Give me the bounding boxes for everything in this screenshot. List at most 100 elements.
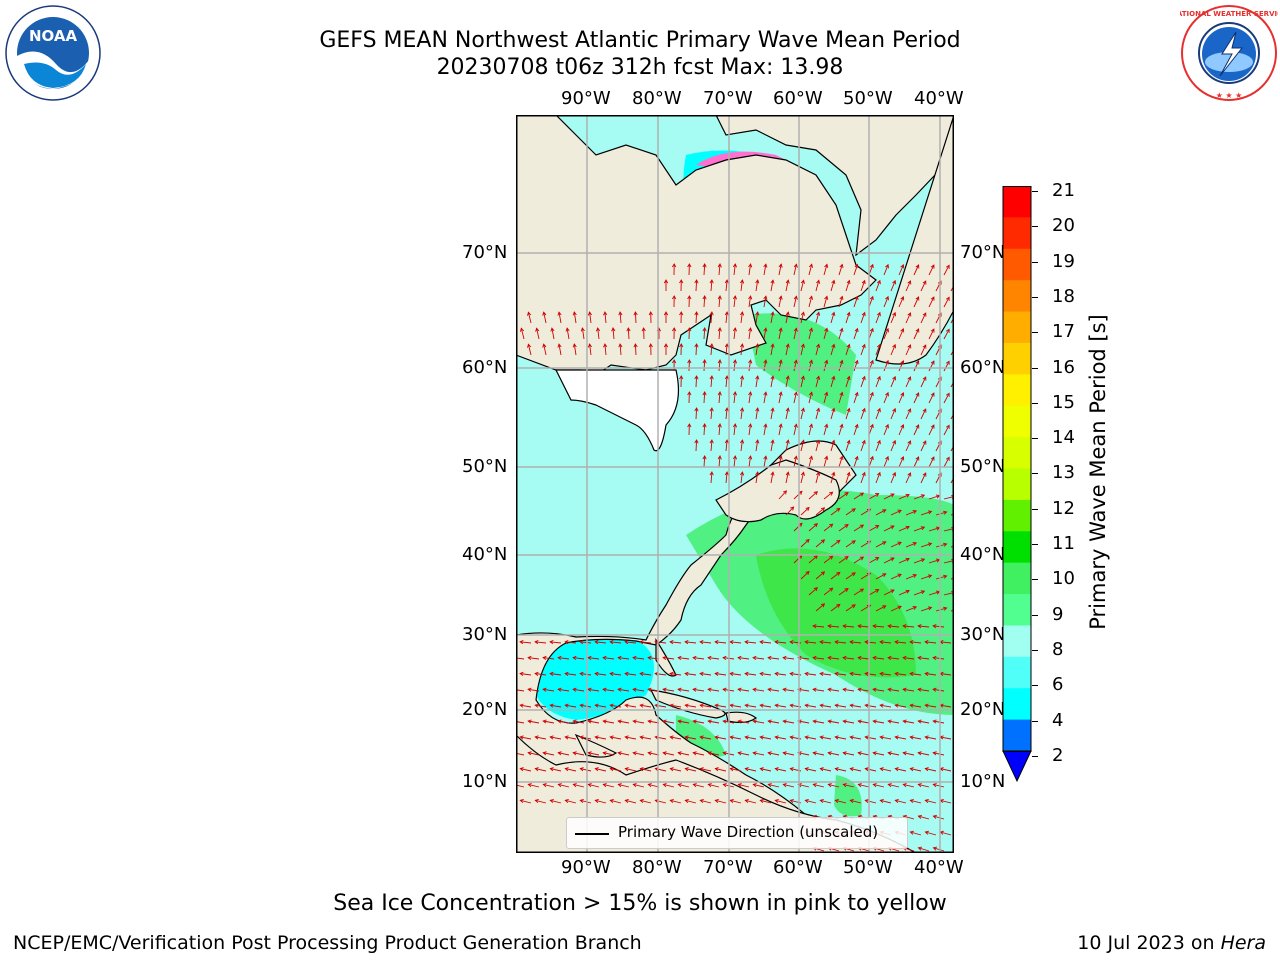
wave-arrow — [823, 264, 828, 276]
wave-arrow — [693, 783, 705, 788]
wave-arrow — [910, 673, 922, 676]
wave-arrow-head — [782, 751, 787, 756]
wave-arrow — [868, 525, 879, 532]
wave-arrow — [753, 752, 765, 756]
wave-arrow — [838, 492, 849, 500]
wave-arrow — [565, 799, 577, 804]
colorbar-tick-mark — [1032, 544, 1038, 545]
wave-arrow-head — [864, 767, 869, 772]
lat-label-right-10n: 10°N — [960, 771, 1006, 792]
wave-arrow — [890, 376, 896, 388]
wave-arrow-head — [930, 424, 935, 429]
wave-arrow — [830, 604, 841, 612]
wave-arrow — [820, 641, 832, 644]
wave-arrow — [740, 440, 743, 452]
wave-arrow — [875, 440, 881, 452]
wave-arrow — [733, 328, 736, 340]
wave-arrow — [715, 704, 727, 708]
wave-arrow-head — [892, 407, 897, 413]
wave-arrow-head — [684, 798, 689, 804]
wave-arrow-head — [851, 572, 856, 577]
wave-arrow-head — [594, 735, 599, 740]
wave-arrow — [860, 408, 866, 420]
wave-arrow-head — [782, 490, 788, 495]
wave-arrow — [618, 657, 630, 660]
colorbar-swatch — [1003, 311, 1031, 344]
wave-arrow — [910, 831, 922, 836]
wave-arrow-head — [763, 423, 768, 428]
lon-label-bottom-70w: 70°W — [703, 857, 753, 878]
wave-arrow-head — [527, 687, 532, 692]
wave-arrow — [655, 768, 667, 772]
wave-arrow — [828, 625, 840, 628]
wave-arrow — [903, 657, 915, 660]
wave-arrow-head — [813, 587, 819, 592]
wave-arrow — [565, 768, 577, 772]
wave-arrow-head — [519, 671, 524, 676]
wave-arrow-head — [854, 263, 859, 269]
wave-arrow — [910, 768, 922, 772]
wave-arrow-head — [890, 525, 895, 530]
wave-arrow — [603, 783, 615, 788]
colorbar-tick-label: 20 — [1052, 215, 1075, 237]
wave-arrow — [920, 376, 927, 388]
wave-arrow-head — [714, 735, 719, 740]
wave-arrow — [703, 423, 706, 436]
wave-arrow — [528, 720, 540, 724]
wave-arrow-head — [752, 783, 757, 788]
wave-arrow — [905, 312, 911, 324]
wave-arrow — [634, 311, 637, 324]
wave-arrow — [843, 783, 855, 788]
wave-arrow — [808, 296, 813, 308]
wave-arrow-head — [887, 751, 892, 756]
wave-arrow-head — [897, 605, 902, 610]
wave-arrow-head — [800, 471, 805, 476]
wave-arrow — [828, 688, 840, 692]
wave-arrow — [853, 296, 858, 308]
wave-arrow-head — [851, 604, 856, 609]
wave-arrow — [718, 455, 721, 468]
wave-arrow-head — [709, 407, 714, 412]
wave-arrow-head — [861, 279, 866, 285]
wave-arrow-head — [748, 423, 753, 428]
graticule — [516, 115, 954, 853]
wave-arrow-head — [922, 312, 927, 317]
wave-arrow-head — [519, 767, 524, 772]
lat-label-right-40n: 40°N — [960, 544, 1006, 565]
wave-arrow-head — [609, 767, 614, 772]
wave-arrow-head — [831, 471, 836, 477]
lon-label-top-80w: 80°W — [632, 88, 682, 109]
wave-arrow-head — [564, 798, 569, 804]
wave-arrow — [920, 344, 927, 356]
wave-arrow-head — [846, 407, 851, 413]
wave-arrow — [850, 704, 862, 708]
wave-arrow-head — [694, 375, 699, 380]
wave-arrow-head — [534, 798, 539, 804]
wave-arrow-head — [669, 767, 674, 772]
wave-arrow — [603, 657, 615, 660]
wave-arrow-head — [740, 375, 745, 380]
wave-arrow — [815, 603, 825, 612]
wave-arrow-head — [834, 639, 839, 645]
wave-arrow — [853, 360, 858, 372]
wave-arrow — [843, 625, 855, 628]
wave-arrow — [933, 625, 945, 628]
wave-arrow-head — [907, 408, 912, 413]
wave-arrow — [625, 704, 637, 708]
wave-arrow — [648, 752, 660, 756]
wave-arrow-head — [534, 639, 539, 645]
wave-arrow — [940, 641, 952, 644]
wave-arrow — [760, 768, 772, 772]
wave-arrow-head — [748, 327, 753, 332]
wave-arrow-head — [859, 492, 865, 497]
wave-arrow-head — [717, 295, 722, 300]
wave-arrow-head — [778, 263, 783, 268]
wave-arrow-head — [609, 798, 614, 804]
wave-arrow-head — [869, 455, 874, 461]
wave-arrow — [845, 472, 850, 484]
colorbar-tick-mark — [1032, 402, 1038, 404]
wave-arrow-head — [785, 279, 790, 284]
colorbar-tick-mark — [1032, 614, 1038, 616]
wave-arrow-head — [767, 751, 772, 756]
wave-arrow-head — [632, 655, 637, 661]
